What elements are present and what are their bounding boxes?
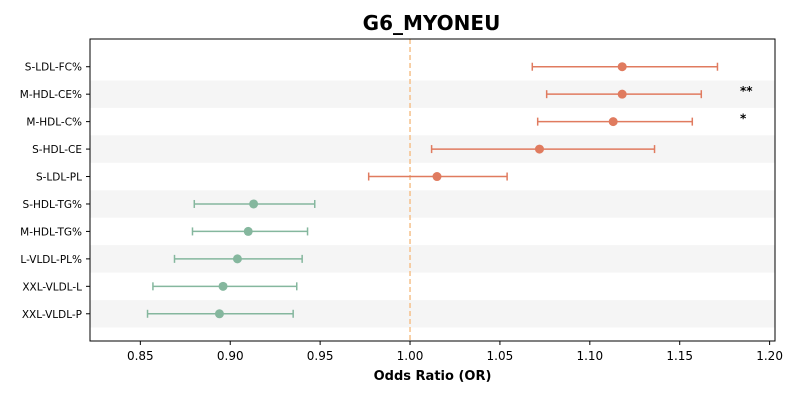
or-point xyxy=(249,199,259,209)
y-tick-label: XXL-VLDL-P xyxy=(22,309,82,321)
y-tick-label: S-LDL-PL xyxy=(36,172,82,184)
x-tick-label: 0.85 xyxy=(127,349,154,363)
or-point xyxy=(214,309,224,319)
y-tick-label: XXL-VLDL-L xyxy=(22,281,82,293)
y-tick-label: L-VLDL-PL% xyxy=(20,254,82,266)
x-tick-label: 1.10 xyxy=(576,349,603,363)
row-band xyxy=(90,190,775,218)
y-tick-label: M-HDL-CE% xyxy=(20,89,82,101)
y-tick-labels: S-LDL-FC% M-HDL-CE% M-HDL-C% S-HDL-CE S-LDL-… xyxy=(20,62,90,321)
or-point xyxy=(617,89,627,99)
y-tick-label: M-HDL-TG% xyxy=(20,226,82,238)
significance-label: ** xyxy=(740,84,753,98)
y-tick-label: S-HDL-CE xyxy=(32,144,82,156)
or-point xyxy=(432,172,442,182)
row-bands xyxy=(90,80,775,328)
x-tick-label: 1.00 xyxy=(397,349,424,363)
plot-frame xyxy=(89,38,776,342)
y-tick-label: S-HDL-TG% xyxy=(23,199,82,211)
x-axis-label: Odds Ratio (OR) xyxy=(374,369,492,384)
x-tick-label: 1.20 xyxy=(756,349,783,363)
or-point xyxy=(534,144,544,154)
or-point xyxy=(608,117,618,127)
or-point xyxy=(243,226,253,236)
or-point xyxy=(232,254,242,264)
y-tick-label: M-HDL-C% xyxy=(26,117,82,129)
y-tick-label: S-LDL-FC% xyxy=(25,62,82,74)
x-tick-label: 0.90 xyxy=(217,349,244,363)
or-point xyxy=(617,62,627,72)
chart-marks: *** xyxy=(146,62,753,319)
x-tick-label: 0.95 xyxy=(307,349,334,363)
chart-title: G6_MYONEU xyxy=(363,11,501,35)
significance-label: * xyxy=(740,112,747,126)
or-point xyxy=(218,281,228,291)
x-tick-labels: 0.85 0.90 0.95 1.00 1.05 1.10 1.15 1.20 xyxy=(127,341,783,363)
x-tick-label: 1.05 xyxy=(487,349,514,363)
x-tick-label: 1.15 xyxy=(666,349,693,363)
